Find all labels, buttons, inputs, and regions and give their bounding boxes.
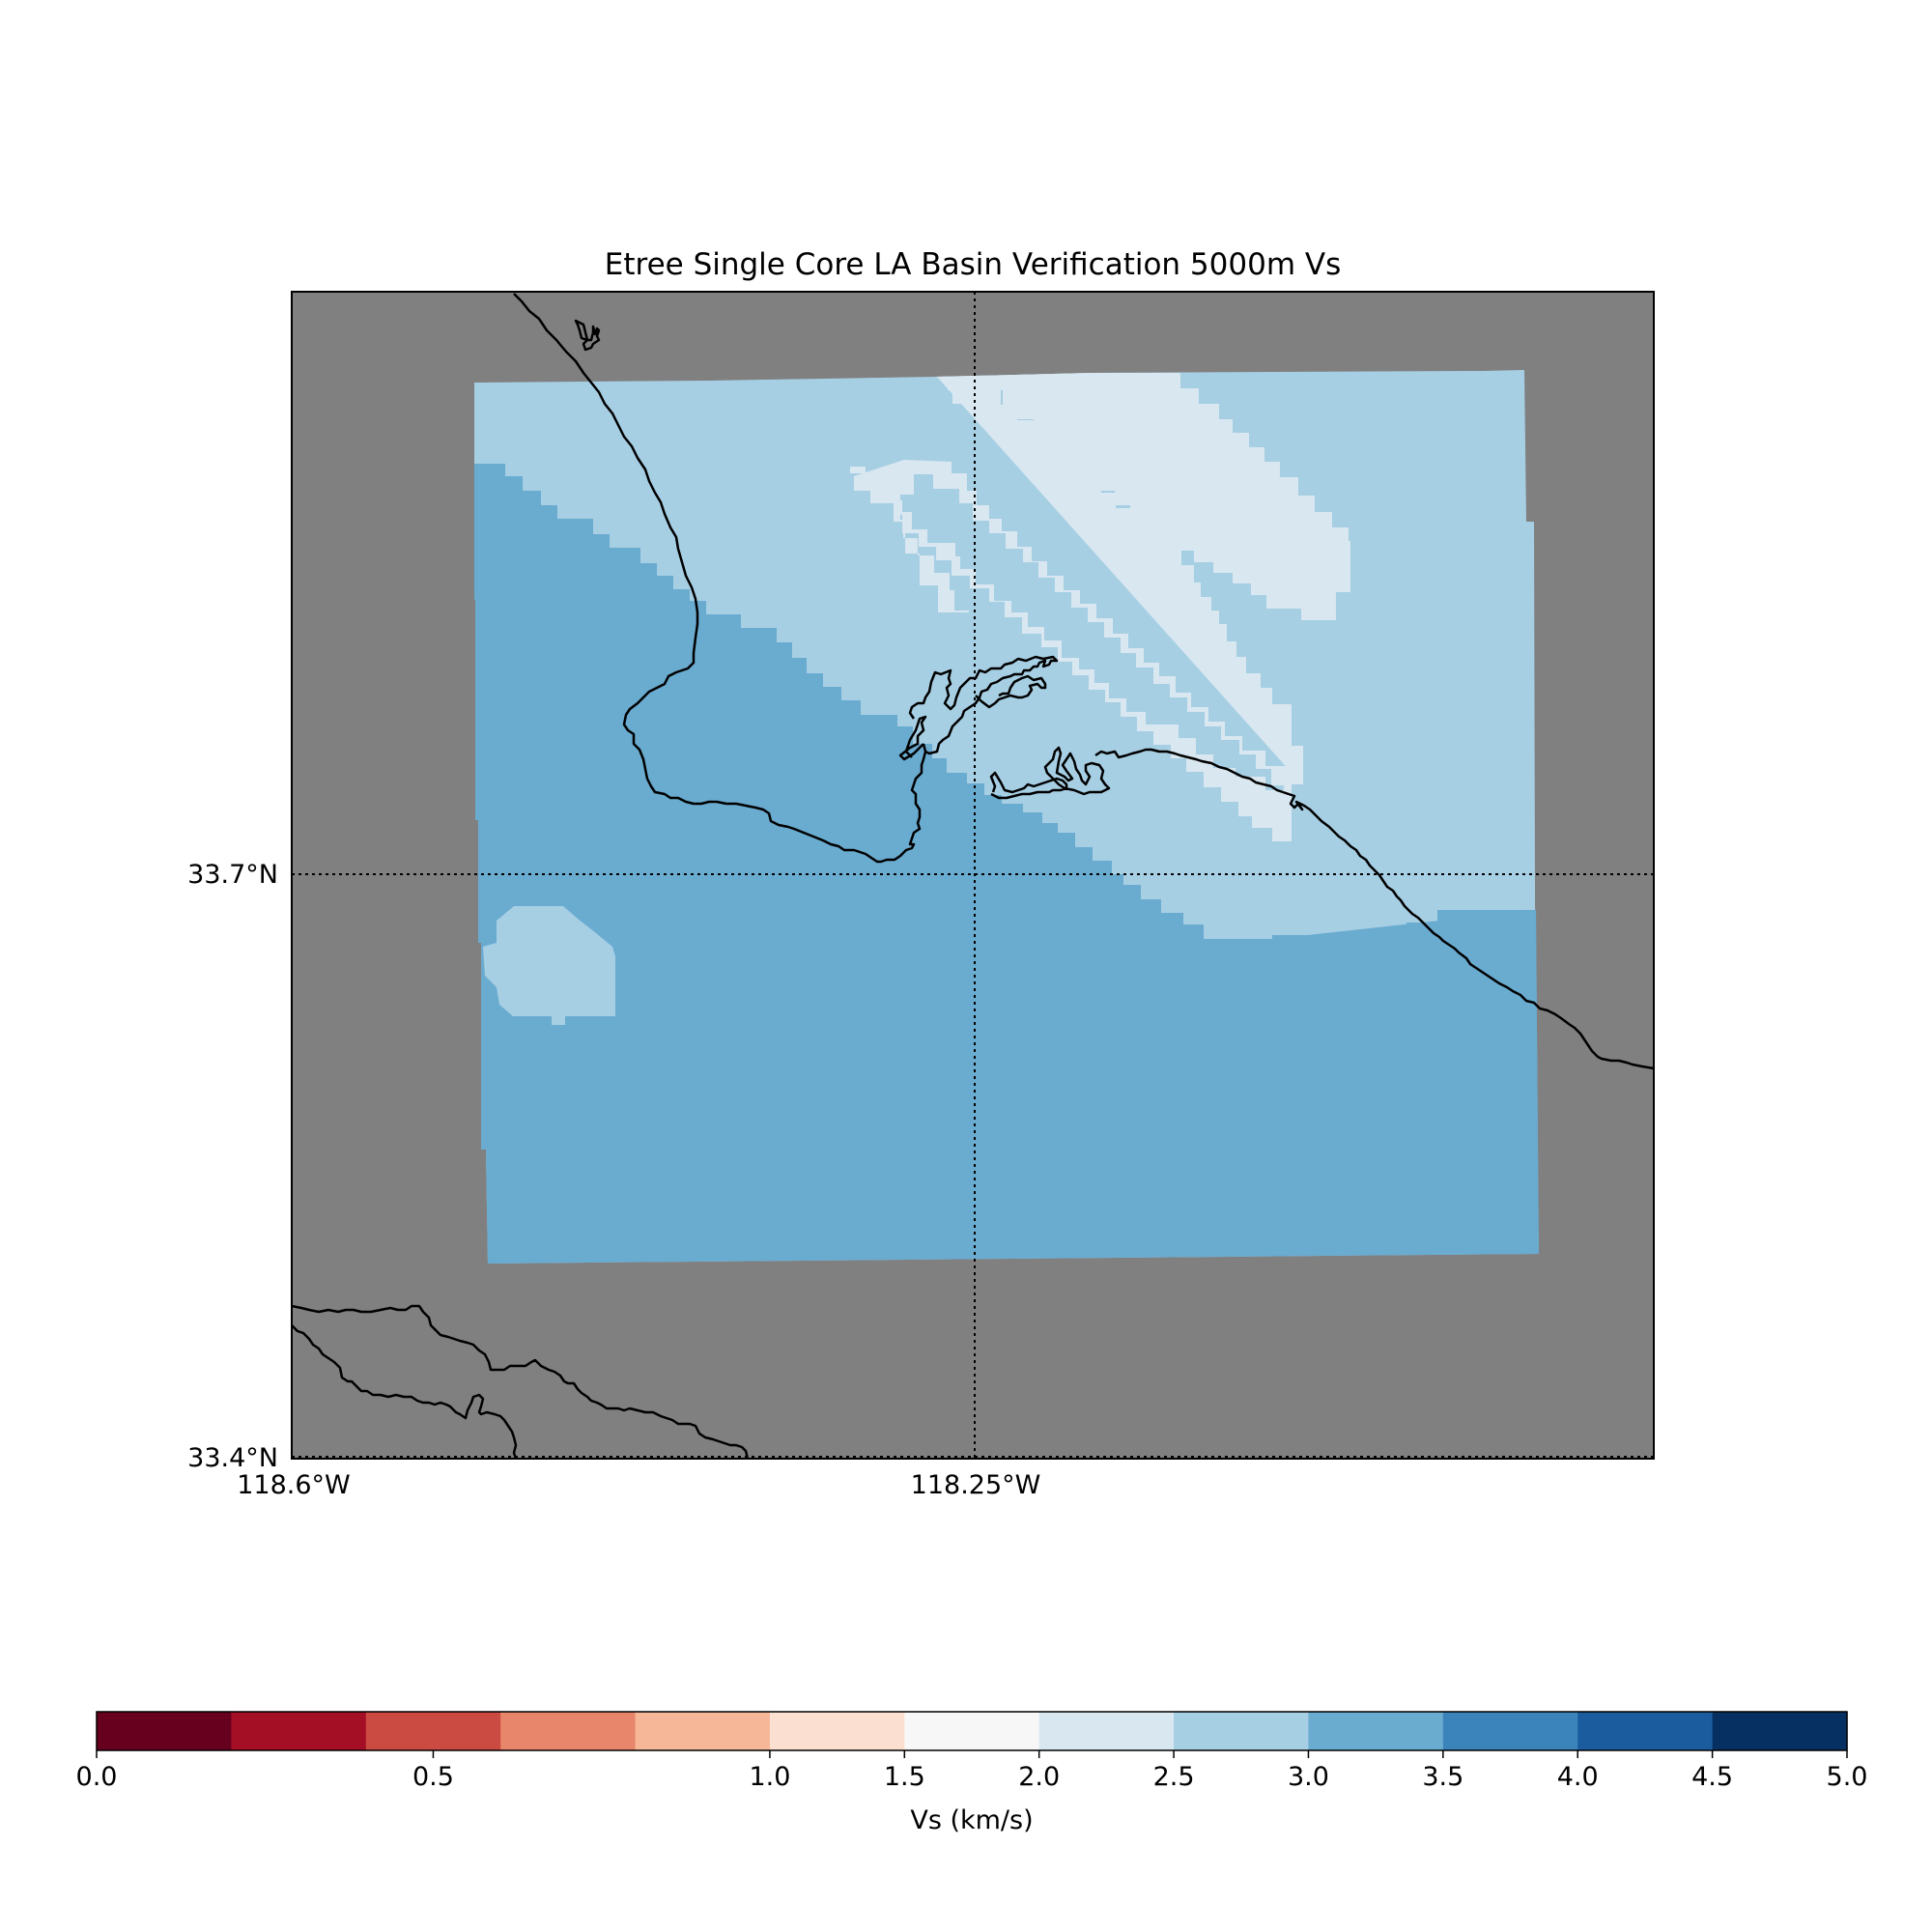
colorbar-bin bbox=[1174, 1712, 1310, 1750]
colorbar-bin bbox=[635, 1712, 771, 1750]
colorbar-tick-label: 3.5 bbox=[1422, 1762, 1463, 1792]
colorbar-tick-label: 3.0 bbox=[1288, 1762, 1329, 1792]
colorbar-label: Vs (km/s) bbox=[910, 1805, 1033, 1835]
vs-zone-central-band-upper bbox=[935, 373, 1350, 620]
colorbar-tick-label: 2.0 bbox=[1018, 1762, 1060, 1792]
vs-zone-south-east bbox=[1272, 910, 1539, 1256]
colorbar-tick-label: 2.5 bbox=[1153, 1762, 1195, 1792]
coastline-palos-verdes-small bbox=[574, 319, 601, 352]
coastline-long-beach-harbor bbox=[989, 746, 1284, 800]
colorbar-bin bbox=[904, 1712, 1040, 1750]
colorbar-bin bbox=[97, 1712, 232, 1750]
coastline-santa-monica-bay bbox=[513, 293, 927, 864]
vs-zone-offshore-patch bbox=[483, 906, 615, 1025]
colorbar-bin bbox=[1577, 1712, 1714, 1750]
colorbar bbox=[97, 1712, 1848, 1750]
colorbar-tick-label: 4.5 bbox=[1691, 1762, 1733, 1792]
colorbar-tick-label: 5.0 bbox=[1827, 1762, 1868, 1792]
colorbar-bin bbox=[1038, 1712, 1175, 1750]
vs-zone-central-band-lower bbox=[854, 460, 1303, 785]
colorbar-bin bbox=[1308, 1712, 1444, 1750]
colorbar-ticks: 0.0 0.5 1.0 1.5 2.0 2.5 3.0 3.5 4.0 4.5 5.0 bbox=[76, 1750, 1868, 1792]
map-axes bbox=[292, 292, 1654, 1459]
colorbar-bin bbox=[769, 1712, 905, 1750]
lat-label-33-4: 33.4°N bbox=[187, 1443, 278, 1473]
colorbar-bin bbox=[500, 1712, 637, 1750]
gridlines bbox=[292, 292, 1654, 1459]
coastline-orange-county bbox=[1282, 790, 1654, 1070]
colorbar-tick-label: 4.0 bbox=[1557, 1762, 1599, 1792]
lat-label-33-7: 33.7°N bbox=[187, 860, 278, 890]
coastline-santa-catalina bbox=[292, 1304, 750, 1459]
colorbar-bin bbox=[231, 1712, 367, 1750]
map-frame bbox=[291, 291, 1655, 1460]
colorbar-tick-label: 1.5 bbox=[884, 1762, 925, 1792]
colorbar-frame bbox=[96, 1711, 1848, 1751]
coastline bbox=[292, 293, 1654, 1459]
colorbar-bin bbox=[1712, 1712, 1848, 1750]
chart-title: Etree Single Core LA Basin Verification … bbox=[605, 247, 1341, 282]
colorbar-tick-label: 1.0 bbox=[749, 1762, 790, 1792]
colorbar-bin bbox=[1442, 1712, 1578, 1750]
lon-label-118-6: 118.6°W bbox=[237, 1470, 351, 1500]
colorbar-tick-label: 0.0 bbox=[76, 1762, 118, 1792]
lon-label-118-25: 118.25°W bbox=[911, 1470, 1041, 1500]
colorbar-bin bbox=[365, 1712, 501, 1750]
colorbar-tick-label: 0.5 bbox=[412, 1762, 454, 1792]
